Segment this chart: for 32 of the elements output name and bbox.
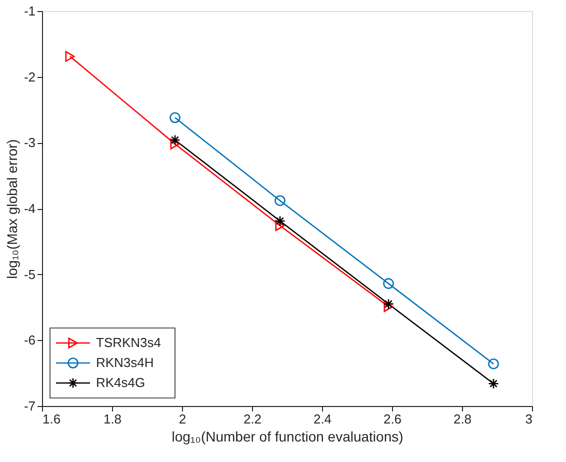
x-tick-label: 2.8 bbox=[453, 412, 472, 426]
x-tick-label: 2.2 bbox=[243, 412, 262, 426]
legend-label: RK4s4G bbox=[96, 375, 146, 390]
point bbox=[383, 298, 394, 310]
point bbox=[170, 138, 180, 150]
point bbox=[275, 220, 285, 232]
x-tick-label: 2.6 bbox=[383, 412, 402, 426]
x-tick-label: 1.8 bbox=[103, 412, 122, 426]
y-tick-label: -4 bbox=[24, 201, 36, 216]
point bbox=[488, 378, 499, 390]
point bbox=[274, 195, 286, 206]
x-axis-title: log₁₀(Number of function evaluations) bbox=[172, 428, 404, 444]
legend-label: TSRKN3s4 bbox=[96, 335, 162, 350]
x-tick-label: 3 bbox=[525, 412, 532, 426]
y-tick-label: -3 bbox=[24, 135, 36, 150]
y-tick-label: -5 bbox=[24, 266, 36, 282]
point bbox=[170, 112, 180, 124]
point bbox=[274, 216, 286, 226]
point bbox=[65, 51, 75, 62]
point bbox=[488, 358, 499, 370]
y-tick-label: -1 bbox=[24, 4, 36, 18]
y-axis-title: log₁₀(Max global error) bbox=[4, 139, 20, 279]
x-tick-label: 2 bbox=[178, 412, 186, 426]
point bbox=[384, 301, 394, 312]
x-tick-label: 1.6 bbox=[42, 412, 61, 426]
x-tick-label: 2.4 bbox=[313, 412, 332, 426]
point bbox=[383, 278, 394, 289]
point bbox=[170, 134, 180, 146]
y-tick-label: -2 bbox=[24, 69, 36, 84]
legend-label: RKN3s4H bbox=[96, 355, 154, 370]
y-tick-label: -7 bbox=[24, 398, 36, 414]
y-tick-label: -6 bbox=[24, 332, 36, 348]
